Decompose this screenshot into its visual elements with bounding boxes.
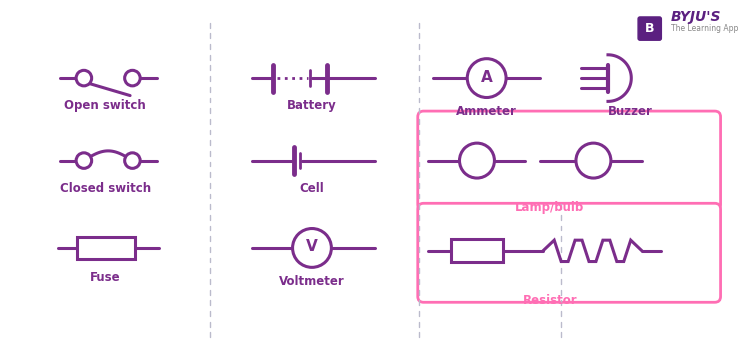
Bar	[77, 237, 135, 258]
Text: Resistor: Resistor	[523, 293, 577, 307]
Text: Fuse: Fuse	[90, 271, 121, 284]
FancyBboxPatch shape	[418, 203, 721, 302]
Circle shape	[124, 70, 140, 86]
Circle shape	[460, 143, 494, 178]
Circle shape	[76, 153, 92, 168]
Circle shape	[467, 59, 506, 98]
Bar	[451, 239, 503, 262]
Text: Cell: Cell	[299, 182, 324, 195]
Text: Voltmeter: Voltmeter	[279, 275, 345, 288]
FancyBboxPatch shape	[418, 111, 721, 210]
Text: B: B	[645, 22, 655, 35]
Circle shape	[576, 143, 611, 178]
Text: Lamp/bulb: Lamp/bulb	[515, 201, 584, 214]
Text: Battery: Battery	[287, 99, 337, 112]
Circle shape	[76, 70, 92, 86]
Circle shape	[124, 153, 140, 168]
Text: The Learning App: The Learning App	[671, 24, 739, 33]
Text: Closed switch: Closed switch	[60, 182, 151, 195]
Text: BYJU'S: BYJU'S	[671, 10, 722, 24]
Text: Ammeter: Ammeter	[456, 105, 517, 118]
Text: V: V	[306, 239, 318, 255]
Text: Buzzer: Buzzer	[608, 105, 652, 118]
Text: Open switch: Open switch	[64, 99, 146, 112]
Text: A: A	[481, 69, 493, 85]
FancyBboxPatch shape	[638, 17, 662, 40]
Circle shape	[292, 229, 332, 267]
